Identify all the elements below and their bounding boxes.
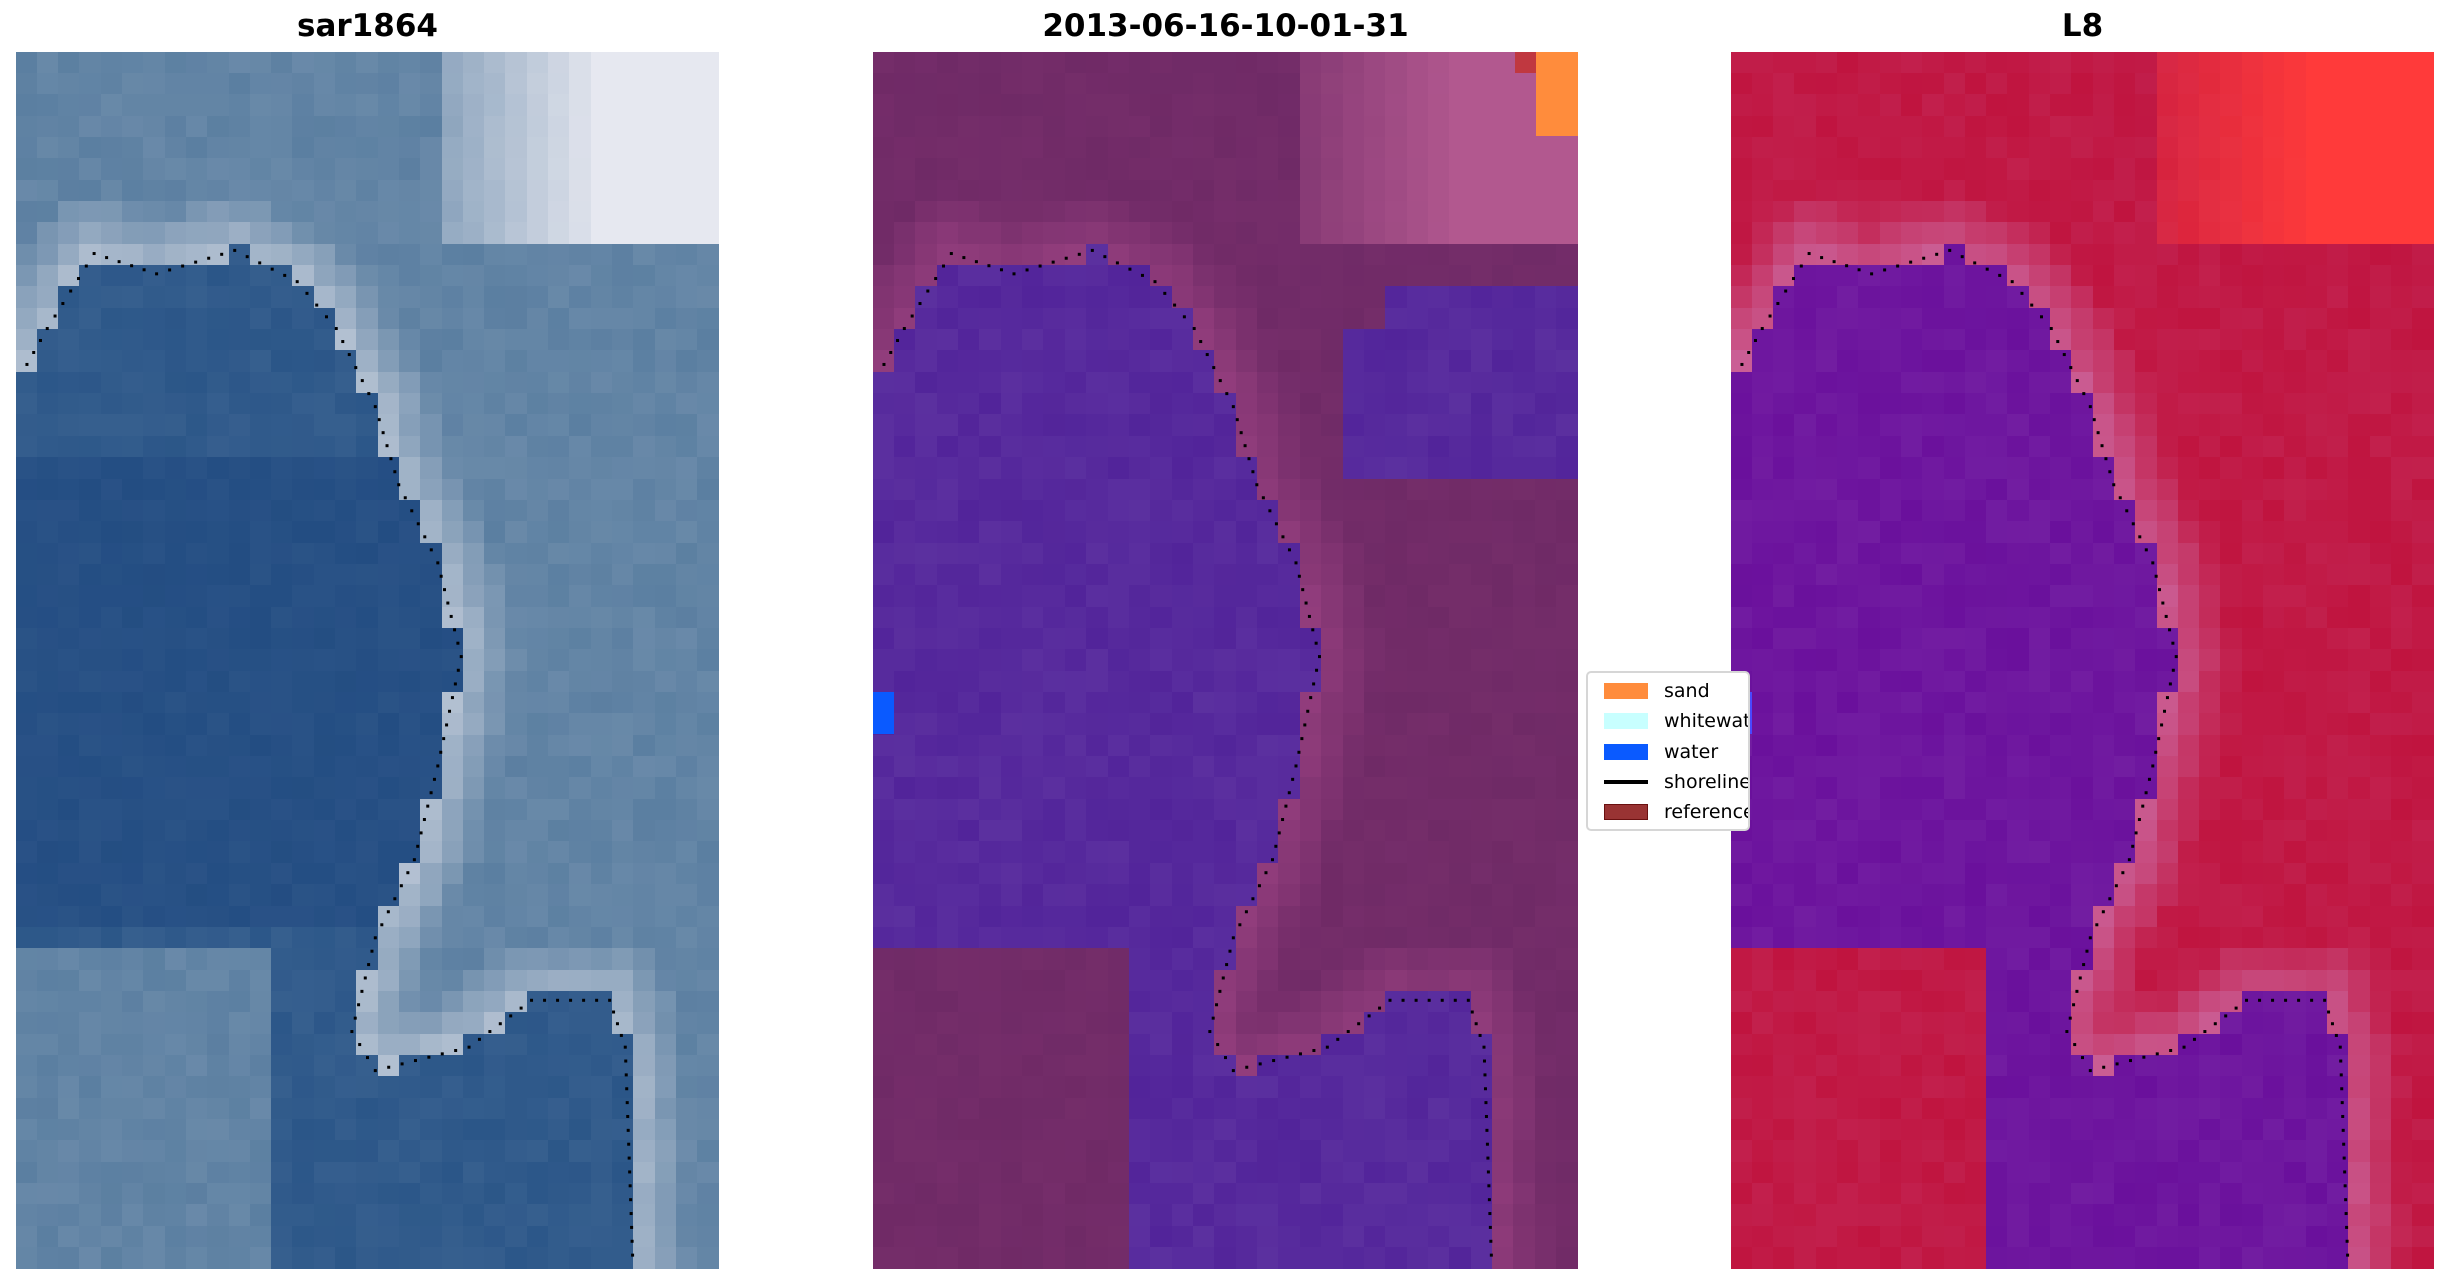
legend-item-water: water: [1604, 740, 1718, 764]
legend-label: reference: [1664, 801, 1750, 823]
legend-swatch-whitewater: [1604, 713, 1648, 729]
legend-swatch-shoreline: [1604, 780, 1648, 784]
l8-image-panel: [1731, 52, 2434, 1269]
panel-title-1: sar1864: [297, 8, 438, 44]
legend-item-sand: sand: [1604, 679, 1710, 703]
legend-label: water: [1664, 741, 1719, 763]
legend-swatch-water: [1604, 744, 1648, 760]
legend: sand whitewater water shoreline referenc…: [1586, 671, 1750, 831]
legend-item-shoreline: shoreline: [1604, 770, 1750, 794]
panel-title-3: L8: [2061, 8, 2104, 44]
legend-item-whitewater: whitewater: [1604, 709, 1750, 733]
classified-image-panel: [873, 52, 1578, 1269]
legend-label: whitewater: [1664, 710, 1750, 732]
legend-label: sand: [1664, 680, 1710, 702]
legend-swatch-reference: [1604, 804, 1648, 820]
panel-title-2: 2013-06-16-10-01-31: [1042, 8, 1409, 44]
legend-swatch-sand: [1604, 683, 1648, 699]
legend-item-reference: reference: [1604, 800, 1750, 824]
sar-image-panel: [16, 52, 719, 1269]
legend-label: shoreline: [1664, 771, 1750, 793]
